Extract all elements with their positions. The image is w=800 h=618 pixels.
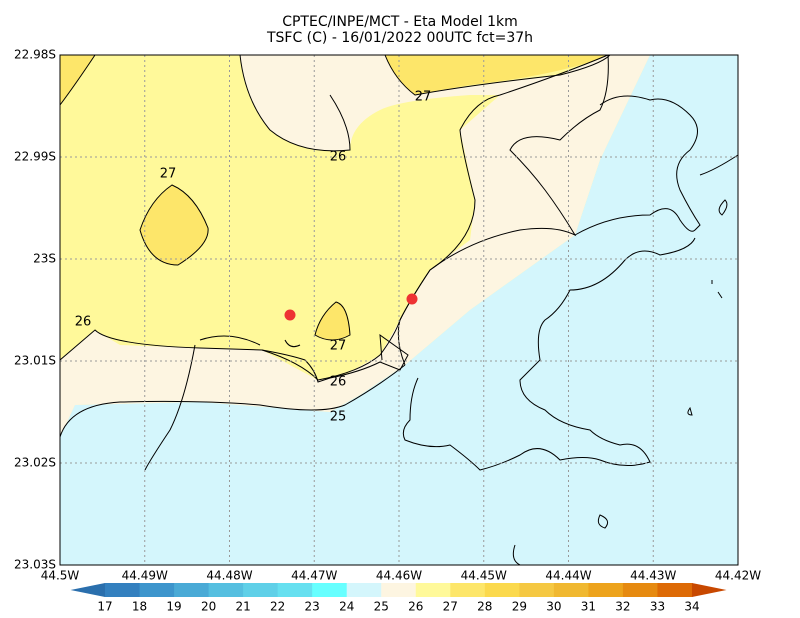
y-tick-label: 22.98S — [14, 48, 56, 62]
field-27-28 — [315, 302, 350, 340]
colorbar-end — [70, 583, 105, 597]
colorbar-box — [174, 583, 210, 597]
contour-label: 26 — [330, 150, 347, 165]
coastline — [597, 514, 609, 529]
contour-line — [239, 54, 351, 152]
field-25-26 — [60, 55, 650, 437]
coastline — [261, 333, 409, 383]
contour-label: 27 — [330, 339, 347, 354]
colorbar-label: 34 — [684, 600, 699, 614]
colorbar-box — [415, 583, 451, 597]
contour-line — [314, 301, 351, 341]
coastline — [699, 154, 739, 176]
x-tick-label: 44.5W — [41, 569, 80, 583]
colorbar-box — [588, 583, 624, 597]
contour-label: 27 — [160, 167, 177, 182]
colorbar-box — [553, 583, 589, 597]
colorbar-end — [692, 583, 727, 597]
colorbar-box — [312, 583, 348, 597]
field-27-28 — [140, 185, 209, 265]
colorbar-label: 31 — [581, 600, 596, 614]
colorbar-box — [139, 583, 175, 597]
title-line: CPTEC/INPE/MCT - Eta Model 1km — [282, 14, 518, 30]
colorbar-box — [657, 583, 693, 597]
colorbar-box — [484, 583, 520, 597]
contour-line — [384, 54, 611, 96]
coastline — [574, 95, 701, 236]
colorbar-box — [381, 583, 417, 597]
colorbar-box — [243, 583, 279, 597]
title-line: TSFC (C) - 16/01/2022 00UTC fct=37h — [266, 30, 533, 46]
x-tick-label: 44.48W — [206, 569, 252, 583]
colorbar-box — [208, 583, 244, 597]
station-dot — [284, 309, 296, 321]
colorbar-label: 22 — [270, 600, 285, 614]
x-tick-label: 44.45W — [461, 569, 507, 583]
colorbar-label: 30 — [546, 600, 561, 614]
contour-line — [139, 184, 209, 266]
x-tick-label: 44.46W — [376, 569, 422, 583]
colorbar-label: 18 — [132, 600, 147, 614]
y-tick-label: 23.02S — [14, 456, 56, 470]
colorbar-box — [519, 583, 555, 597]
contour-label: 27 — [415, 90, 432, 105]
x-tick-label: 44.43W — [630, 569, 676, 583]
colorbar-label: 23 — [305, 600, 320, 614]
x-tick-label: 44.44W — [545, 569, 591, 583]
station-dot — [406, 293, 418, 305]
colorbar-label: 19 — [166, 600, 181, 614]
contour-label: 26 — [75, 315, 92, 330]
map-plot: 27 26 27 26 27 26 25 22.98S 22.99S 23S 23.01S 23.02… — [14, 48, 761, 583]
x-tick-label: 44.49W — [122, 569, 168, 583]
colorbar-label: 20 — [201, 600, 216, 614]
colorbar-box — [450, 583, 486, 597]
colorbar-label: 21 — [235, 600, 250, 614]
colorbar-label: 32 — [615, 600, 630, 614]
contour-label: 26 — [330, 375, 347, 390]
colorbar-box — [105, 583, 141, 597]
contour-label: 25 — [330, 410, 347, 425]
coastline — [402, 237, 696, 471]
colorbar-box — [277, 583, 313, 597]
colorbar-box — [346, 583, 382, 597]
y-tick-label: 23.01S — [14, 354, 56, 368]
colorbar-label: 25 — [374, 600, 389, 614]
colorbar: 17 18 19 20 21 22 23 24 25 26 27 28 29 30 31 32 33 34 — [70, 583, 727, 614]
colorbar-label: 27 — [443, 600, 458, 614]
coastline — [687, 280, 723, 416]
colorbar-label: 29 — [512, 600, 527, 614]
colorbar-label: 24 — [339, 600, 354, 614]
y-tick-label: 23.03S — [14, 558, 56, 572]
colorbar-box — [622, 583, 658, 597]
colorbar-label: 28 — [477, 600, 492, 614]
contour-line — [59, 364, 406, 438]
y-tick-label: 23S — [33, 252, 56, 266]
y-tick-label: 22.99S — [14, 150, 56, 164]
field-27-28 — [385, 55, 610, 95]
field-24-25 — [60, 55, 738, 565]
contour-line — [59, 54, 96, 106]
coastline — [512, 199, 728, 566]
colorbar-label: 17 — [97, 600, 112, 614]
colorbar-label: 26 — [408, 600, 423, 614]
colorbar-label: 33 — [650, 600, 665, 614]
x-tick-label: 44.47W — [291, 569, 337, 583]
plot-frame — [59, 54, 739, 566]
x-tick-label: 44.42W — [715, 569, 761, 583]
